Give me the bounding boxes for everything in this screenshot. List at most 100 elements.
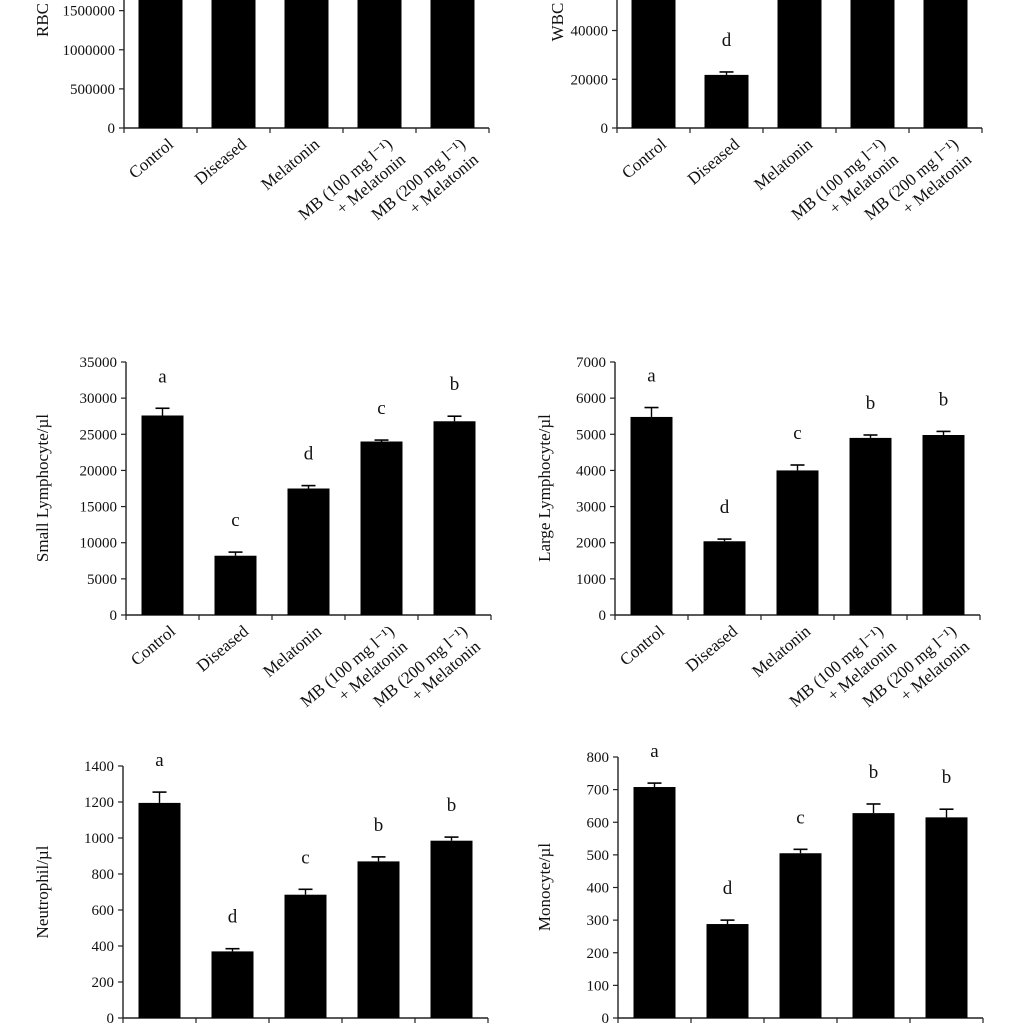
significance-letter: a — [158, 366, 167, 387]
bar — [703, 541, 746, 615]
bar — [706, 924, 749, 1018]
y-tick-label: 300 — [587, 913, 610, 929]
y-tick-label: 800 — [587, 750, 610, 766]
y-tick-label: 1200 — [84, 795, 114, 811]
bar — [430, 840, 473, 1018]
bar — [850, 0, 895, 128]
x-tick-label: Control — [616, 621, 668, 669]
y-tick-label: 6000 — [576, 391, 606, 407]
y-tick-label: 600 — [92, 903, 115, 919]
y-tick-label: 1000000 — [63, 43, 116, 59]
y-axis-label: Small Lymphocyte/µl — [33, 414, 52, 562]
x-tick-label: Diseased — [193, 621, 253, 675]
bar — [211, 951, 254, 1018]
y-tick-label: 15000 — [80, 500, 118, 516]
bar — [430, 0, 475, 128]
y-tick-label: 0 — [110, 608, 118, 624]
y-tick-label: 30000 — [80, 391, 118, 407]
bar — [779, 853, 822, 1018]
bar — [704, 74, 749, 128]
x-tick-label: Diseased — [682, 621, 742, 675]
bar — [631, 0, 676, 128]
y-axis-label: WBC — [548, 3, 567, 42]
significance-letter: b — [450, 374, 460, 395]
significance-letter: d — [304, 444, 314, 465]
panel-3: 0 5000 10000 15000 20000 25000 30000 35000 Small… — [33, 355, 492, 711]
bar — [433, 421, 476, 615]
bar — [925, 817, 968, 1018]
x-tick-label: Control — [125, 134, 177, 182]
significance-letter: b — [939, 389, 949, 410]
significance-letter: a — [155, 750, 164, 771]
bar — [141, 415, 184, 615]
y-tick-label: 500000 — [70, 82, 115, 98]
panel-5: 0 200 400 600 800 1000 1200 1400 Neutrophil/µl a d… — [33, 750, 489, 1024]
significance-letter: c — [793, 423, 801, 444]
bar — [630, 416, 673, 615]
y-tick-label: 20000 — [80, 463, 118, 479]
y-tick-label: 500 — [587, 848, 610, 864]
significance-letter: c — [301, 847, 309, 868]
y-tick-label: 5000 — [576, 427, 606, 443]
bar — [287, 488, 330, 615]
significance-letter: b — [374, 815, 384, 836]
bar — [633, 787, 676, 1018]
y-tick-label: 10000 — [80, 536, 118, 552]
y-tick-label: 0 — [599, 608, 607, 624]
y-tick-label: 35000 — [80, 355, 118, 371]
bar — [284, 0, 329, 128]
y-tick-label: 3000 — [576, 500, 606, 516]
bar — [776, 470, 819, 615]
y-tick-label: 400 — [587, 881, 610, 897]
y-tick-label: 1000 — [84, 831, 114, 847]
x-tick-label: Diseased — [191, 134, 251, 188]
significance-letter: b — [869, 762, 879, 783]
panel-6: 0 100 200 300 400 500 600 700 800 Monocyte/µl a d c b… — [535, 741, 984, 1024]
bar — [852, 813, 895, 1018]
bar — [849, 437, 892, 615]
x-tick-label: Control — [127, 621, 179, 669]
panel-4: 0 1000 2000 3000 4000 5000 6000 7000 Large Lymph… — [535, 355, 981, 711]
bar — [284, 894, 327, 1018]
x-tick-label: Melatonin — [748, 621, 814, 681]
panel-1: 0 500000 1000000 1500000 RBC Control Diseased M… — [33, 0, 490, 224]
bar — [357, 0, 402, 128]
y-tick-label: 0 — [107, 1011, 115, 1024]
bar — [138, 0, 183, 128]
y-tick-label: 200 — [92, 975, 115, 991]
significance-letter: a — [647, 366, 656, 387]
significance-letter: c — [796, 807, 804, 828]
bar — [138, 802, 181, 1018]
significance-letter: b — [942, 767, 952, 788]
y-tick-label: 7000 — [576, 355, 606, 371]
significance-letter: a — [650, 741, 659, 762]
y-tick-label: 4000 — [576, 463, 606, 479]
significance-letter: b — [447, 795, 457, 816]
y-tick-label: 1400 — [84, 759, 114, 775]
y-tick-label: 800 — [92, 867, 115, 883]
y-tick-label: 200 — [587, 946, 610, 962]
significance-letter: c — [231, 510, 239, 531]
x-tick-label: Melatonin — [259, 621, 325, 681]
significance-letter: c — [377, 398, 385, 419]
y-axis-label: RBC — [33, 3, 52, 37]
y-tick-label: 20000 — [571, 72, 609, 88]
y-tick-label: 400 — [92, 939, 115, 955]
y-tick-label: 0 — [108, 121, 116, 137]
significance-letter: d — [720, 497, 730, 518]
y-tick-label: 0 — [601, 121, 609, 137]
bar — [360, 441, 403, 615]
y-tick-label: 1000 — [576, 572, 606, 588]
y-tick-label: 1500000 — [63, 4, 116, 20]
y-axis-label: Neutrophil/µl — [33, 845, 52, 938]
x-tick-label: Melatonin — [257, 134, 323, 194]
y-tick-label: 700 — [587, 783, 610, 799]
y-tick-label: 2000 — [576, 536, 606, 552]
x-tick-label: Melatonin — [750, 134, 816, 194]
x-tick-label: Diseased — [684, 134, 744, 188]
bar — [211, 0, 256, 128]
bar — [777, 0, 822, 129]
significance-letter: d — [723, 878, 733, 899]
